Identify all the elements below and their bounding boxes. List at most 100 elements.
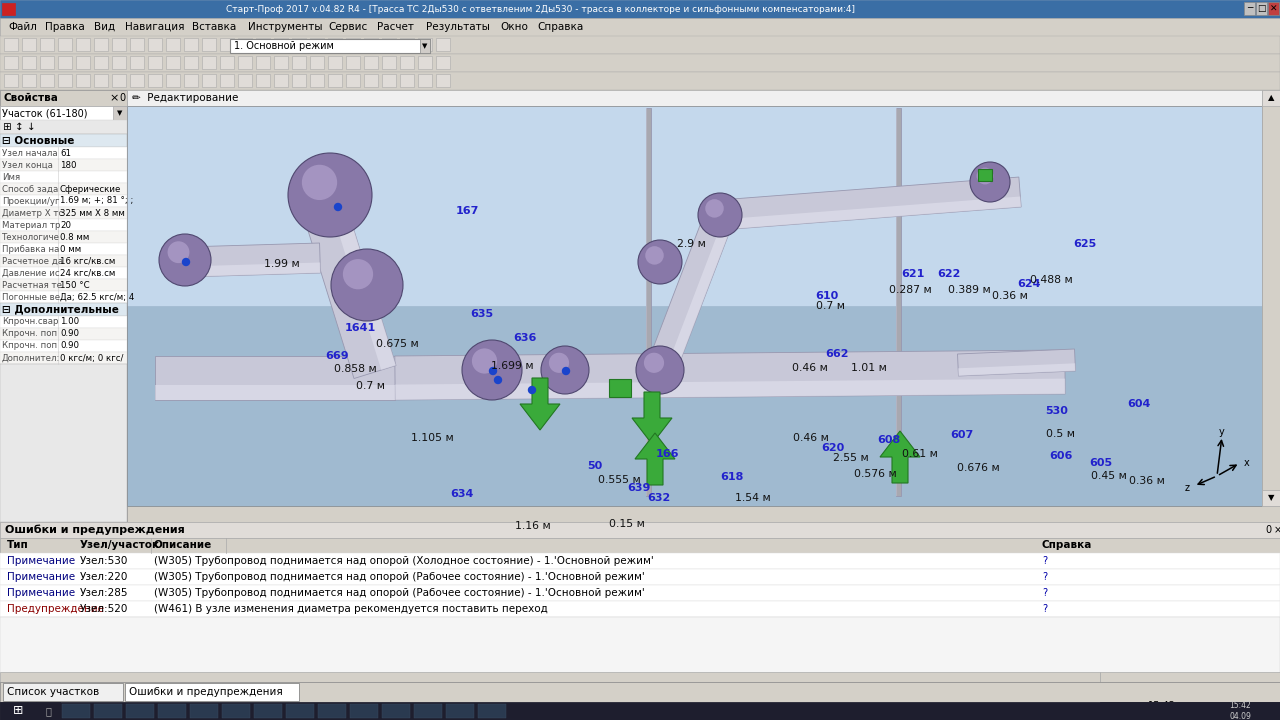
Polygon shape	[646, 210, 733, 377]
Text: Сервис: Сервис	[328, 22, 367, 32]
Bar	[0, 569, 1280, 585]
Bar	[76, 74, 90, 87]
Text: 1.16 м: 1.16 м	[515, 521, 550, 531]
Text: Вставка: Вставка	[192, 22, 237, 32]
Bar	[0, 682, 1280, 702]
Text: 0.90: 0.90	[60, 330, 79, 338]
Text: Материал тр: Материал тр	[3, 220, 60, 230]
Bar	[202, 38, 216, 51]
Bar	[4, 56, 18, 69]
Bar	[221, 704, 250, 718]
Bar	[220, 38, 234, 51]
Bar	[1100, 672, 1280, 682]
Text: 622: 622	[937, 269, 961, 279]
Bar	[0, 538, 1280, 553]
Text: 0.7 м: 0.7 м	[357, 381, 385, 391]
Bar	[127, 106, 1262, 506]
Polygon shape	[664, 217, 733, 377]
Bar	[0, 106, 127, 120]
Text: 0.45 м: 0.45 м	[1091, 471, 1126, 481]
Circle shape	[159, 234, 211, 286]
Text: 16 кгс/кв.см: 16 кгс/кв.см	[60, 256, 115, 266]
Text: 0 кгс/м; 0 кгс/: 0 кгс/м; 0 кгс/	[60, 354, 123, 362]
Text: Свойства: Свойства	[3, 93, 58, 103]
Bar	[113, 56, 125, 69]
Bar	[61, 704, 90, 718]
Polygon shape	[300, 189, 396, 379]
Bar	[328, 38, 342, 51]
Bar	[0, 364, 127, 522]
Bar	[381, 704, 410, 718]
Bar	[253, 704, 282, 718]
Bar	[0, 303, 127, 316]
Bar	[0, 553, 1280, 569]
Text: Инструменты: Инструменты	[248, 22, 323, 32]
Text: 1.699 м: 1.699 м	[490, 361, 534, 371]
Bar	[436, 74, 451, 87]
Bar	[93, 704, 122, 718]
Circle shape	[698, 193, 742, 237]
Bar	[58, 38, 72, 51]
Bar	[0, 702, 1280, 720]
Bar	[436, 38, 451, 51]
Bar	[148, 74, 163, 87]
Bar	[0, 54, 1280, 72]
Bar	[381, 38, 396, 51]
Bar	[238, 56, 252, 69]
Text: 180: 180	[60, 161, 77, 169]
Text: ?: ?	[1042, 588, 1047, 598]
Text: z: z	[1185, 483, 1190, 493]
Bar	[0, 90, 127, 522]
Bar	[127, 306, 1262, 506]
Bar	[0, 134, 127, 147]
Polygon shape	[957, 349, 1075, 376]
Bar	[346, 38, 360, 51]
Text: Примечание: Примечание	[6, 588, 76, 598]
Text: Технологиче: Технологиче	[3, 233, 60, 241]
Polygon shape	[645, 108, 650, 496]
Bar	[22, 56, 36, 69]
Bar	[0, 159, 127, 171]
Text: Навигация: Навигация	[124, 22, 184, 32]
Text: Результаты: Результаты	[426, 22, 490, 32]
Text: Погонные ве: Погонные ве	[3, 292, 60, 302]
Text: 🔍: 🔍	[45, 706, 51, 716]
Text: 620: 620	[822, 443, 845, 453]
Circle shape	[489, 367, 497, 374]
Text: 605: 605	[1089, 458, 1112, 468]
Bar	[113, 74, 125, 87]
Text: ?: ?	[1042, 556, 1047, 566]
Circle shape	[462, 340, 522, 400]
Bar	[419, 74, 433, 87]
Text: 61: 61	[60, 148, 70, 158]
Text: 0.287 м: 0.287 м	[888, 285, 932, 295]
Bar	[127, 90, 1265, 106]
Text: 1.99 м: 1.99 м	[264, 259, 300, 269]
Bar	[419, 38, 433, 51]
Text: Способ зада: Способ зада	[3, 184, 59, 194]
Text: 0.676 м: 0.676 м	[956, 463, 1000, 473]
Text: 150 °C: 150 °C	[60, 281, 90, 289]
Bar	[0, 522, 1280, 684]
Text: Дополнител:: Дополнител:	[3, 354, 60, 362]
Bar	[93, 56, 108, 69]
Text: ?: ?	[1042, 604, 1047, 614]
Text: 04.09.2018: 04.09.2018	[1148, 709, 1203, 719]
Text: Кпрочн.свар: Кпрочн.свар	[3, 318, 59, 326]
Bar	[978, 169, 992, 181]
Text: Правка: Правка	[45, 22, 84, 32]
Circle shape	[705, 199, 723, 217]
Text: 1.01 м: 1.01 м	[851, 363, 887, 373]
Bar	[1244, 2, 1254, 15]
Bar	[0, 617, 1280, 682]
Bar	[399, 38, 413, 51]
Bar	[157, 704, 186, 718]
Text: 669: 669	[325, 351, 349, 361]
Bar	[256, 56, 270, 69]
Text: 0.7 м: 0.7 м	[815, 301, 845, 311]
Circle shape	[288, 153, 372, 237]
Text: 0: 0	[119, 93, 125, 103]
Bar	[1235, 702, 1280, 720]
Bar	[125, 683, 300, 701]
Text: Описание: Описание	[154, 541, 212, 551]
